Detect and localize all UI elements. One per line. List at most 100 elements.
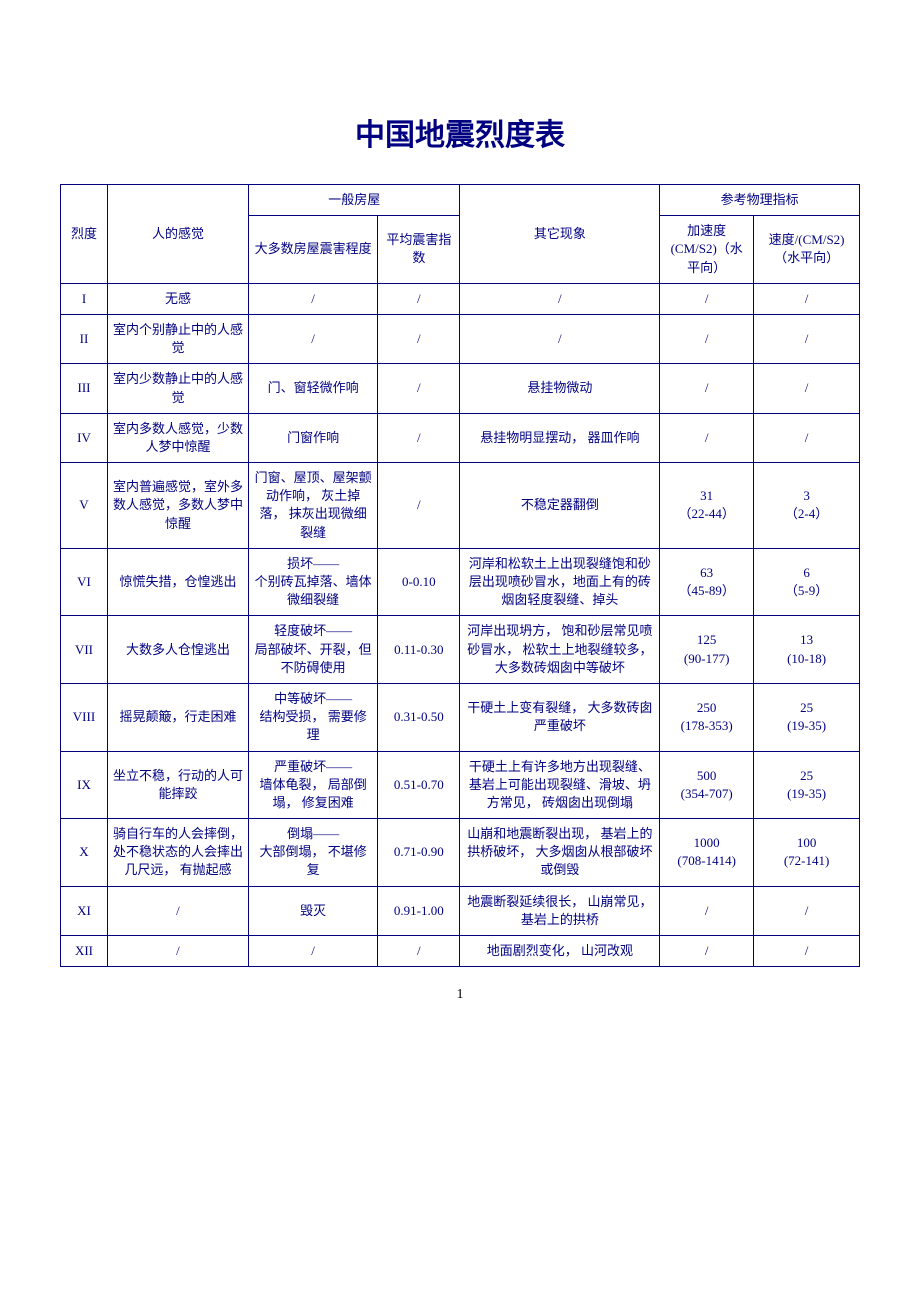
cell-other: / <box>460 283 660 314</box>
cell-index: 0.51-0.70 <box>378 751 460 819</box>
cell-other: 悬挂物微动 <box>460 364 660 413</box>
cell-damage: 倒塌——大部倒塌， 不堪修复 <box>248 819 377 887</box>
cell-index: / <box>378 413 460 462</box>
cell-index: 0.31-0.50 <box>378 683 460 751</box>
cell-velocity: / <box>754 314 860 363</box>
cell-index: / <box>378 283 460 314</box>
header-velocity: 速度/(CM/S2)（水平向） <box>754 216 860 284</box>
cell-other: 山崩和地震断裂出现， 基岩上的拱桥破坏， 大多烟囱从根部破坏或倒毁 <box>460 819 660 887</box>
cell-accel: / <box>660 413 754 462</box>
cell-damage: / <box>248 314 377 363</box>
header-building-group: 一般房屋 <box>248 185 459 216</box>
cell-intensity: II <box>61 314 108 363</box>
cell-feeling: 室内个别静止中的人感觉 <box>107 314 248 363</box>
header-feeling: 人的感觉 <box>107 185 248 284</box>
header-other: 其它现象 <box>460 185 660 284</box>
cell-intensity: IX <box>61 751 108 819</box>
cell-other: 地震断裂延续很长， 山崩常见， 基岩上的拱桥 <box>460 886 660 935</box>
page-title: 中国地震烈度表 <box>60 110 860 154</box>
cell-other: 地面剧烈变化， 山河改观 <box>460 936 660 967</box>
cell-velocity: 100(72-141) <box>754 819 860 887</box>
cell-other: 干硬土上变有裂缝， 大多数砖囱严重破坏 <box>460 683 660 751</box>
cell-accel: / <box>660 936 754 967</box>
cell-intensity: VI <box>61 548 108 616</box>
cell-other: 干硬土上有许多地方出现裂缝、基岩上可能出现裂缝、滑坡、坍方常见， 砖烟囱出现倒塌 <box>460 751 660 819</box>
cell-damage: 轻度破坏——局部破坏、开裂，但不防碍使用 <box>248 616 377 684</box>
page-number: 1 <box>60 987 860 1003</box>
cell-index: / <box>378 364 460 413</box>
table-row: X骑自行车的人会摔倒，处不稳状态的人会摔出几尺远， 有抛起感倒塌——大部倒塌， … <box>61 819 860 887</box>
cell-velocity: / <box>754 283 860 314</box>
cell-damage: / <box>248 936 377 967</box>
cell-feeling: / <box>107 936 248 967</box>
cell-accel: / <box>660 364 754 413</box>
cell-intensity: III <box>61 364 108 413</box>
cell-feeling: 大数多人仓惶逃出 <box>107 616 248 684</box>
cell-feeling: / <box>107 886 248 935</box>
cell-velocity: / <box>754 364 860 413</box>
cell-velocity: 6（5-9） <box>754 548 860 616</box>
cell-damage: 严重破坏——墙体龟裂， 局部倒塌， 修复困难 <box>248 751 377 819</box>
header-damage-index: 平均震害指数 <box>378 216 460 284</box>
cell-index: / <box>378 463 460 549</box>
cell-feeling: 室内普遍感觉，室外多数人感觉，多数人梦中惊醒 <box>107 463 248 549</box>
cell-damage: 中等破坏——结构受损， 需要修理 <box>248 683 377 751</box>
cell-index: 0.91-1.00 <box>378 886 460 935</box>
cell-intensity: V <box>61 463 108 549</box>
header-acceleration: 加速度(CM/S2)（水平向） <box>660 216 754 284</box>
cell-index: / <box>378 314 460 363</box>
cell-velocity: / <box>754 936 860 967</box>
cell-index: 0.71-0.90 <box>378 819 460 887</box>
cell-other: 悬挂物明显摆动， 器皿作响 <box>460 413 660 462</box>
intensity-table: 烈度 人的感觉 一般房屋 其它现象 参考物理指标 大多数房屋震害程度 平均震害指… <box>60 184 860 967</box>
cell-accel: / <box>660 283 754 314</box>
cell-accel: / <box>660 886 754 935</box>
cell-intensity: XII <box>61 936 108 967</box>
header-row-1: 烈度 人的感觉 一般房屋 其它现象 参考物理指标 <box>61 185 860 216</box>
cell-intensity: IV <box>61 413 108 462</box>
cell-damage: 毁灭 <box>248 886 377 935</box>
table-row: I无感///// <box>61 283 860 314</box>
cell-feeling: 惊慌失措，仓惶逃出 <box>107 548 248 616</box>
cell-feeling: 室内多数人感觉，少数人梦中惊醒 <box>107 413 248 462</box>
cell-velocity: 25(19-35) <box>754 683 860 751</box>
cell-damage: 门、窗轻微作响 <box>248 364 377 413</box>
cell-intensity: I <box>61 283 108 314</box>
cell-accel: 63（45-89） <box>660 548 754 616</box>
cell-velocity: 3（2-4） <box>754 463 860 549</box>
cell-feeling: 无感 <box>107 283 248 314</box>
cell-index: / <box>378 936 460 967</box>
cell-feeling: 坐立不稳，行动的人可能摔跤 <box>107 751 248 819</box>
cell-damage: 门窗、屋顶、屋架颤动作响， 灰土掉落， 抹灰出现微细裂缝 <box>248 463 377 549</box>
table-row: XI/毁灭0.91-1.00地震断裂延续很长， 山崩常见， 基岩上的拱桥// <box>61 886 860 935</box>
cell-feeling: 骑自行车的人会摔倒，处不稳状态的人会摔出几尺远， 有抛起感 <box>107 819 248 887</box>
cell-damage: 损坏——个别砖瓦掉落、墙体微细裂缝 <box>248 548 377 616</box>
header-intensity: 烈度 <box>61 185 108 284</box>
cell-velocity: / <box>754 413 860 462</box>
cell-intensity: XI <box>61 886 108 935</box>
cell-velocity: / <box>754 886 860 935</box>
cell-damage: / <box>248 283 377 314</box>
header-physical-group: 参考物理指标 <box>660 185 860 216</box>
cell-intensity: VII <box>61 616 108 684</box>
cell-feeling: 室内少数静止中的人感觉 <box>107 364 248 413</box>
table-row: VII大数多人仓惶逃出轻度破坏——局部破坏、开裂，但不防碍使用0.11-0.30… <box>61 616 860 684</box>
cell-damage: 门窗作响 <box>248 413 377 462</box>
cell-velocity: 13(10-18) <box>754 616 860 684</box>
header-damage-degree: 大多数房屋震害程度 <box>248 216 377 284</box>
cell-other: 河岸出现坍方， 饱和砂层常见喷砂冒水， 松软土上地裂缝较多， 大多数砖烟囱中等破… <box>460 616 660 684</box>
cell-intensity: X <box>61 819 108 887</box>
table-row: III室内少数静止中的人感觉门、窗轻微作响/悬挂物微动// <box>61 364 860 413</box>
table-row: XII///地面剧烈变化， 山河改观// <box>61 936 860 967</box>
table-row: V室内普遍感觉，室外多数人感觉，多数人梦中惊醒门窗、屋顶、屋架颤动作响， 灰土掉… <box>61 463 860 549</box>
table-row: IV室内多数人感觉，少数人梦中惊醒门窗作响/悬挂物明显摆动， 器皿作响// <box>61 413 860 462</box>
cell-other: 不稳定器翻倒 <box>460 463 660 549</box>
table-row: II室内个别静止中的人感觉///// <box>61 314 860 363</box>
cell-index: 0-0.10 <box>378 548 460 616</box>
table-row: VIII摇晃颠簸，行走困难中等破坏——结构受损， 需要修理0.31-0.50干硬… <box>61 683 860 751</box>
cell-intensity: VIII <box>61 683 108 751</box>
table-row: VI惊慌失措，仓惶逃出损坏——个别砖瓦掉落、墙体微细裂缝0-0.10河岸和松软土… <box>61 548 860 616</box>
cell-feeling: 摇晃颠簸，行走困难 <box>107 683 248 751</box>
cell-accel: 500(354-707) <box>660 751 754 819</box>
cell-accel: 1000(708-1414) <box>660 819 754 887</box>
